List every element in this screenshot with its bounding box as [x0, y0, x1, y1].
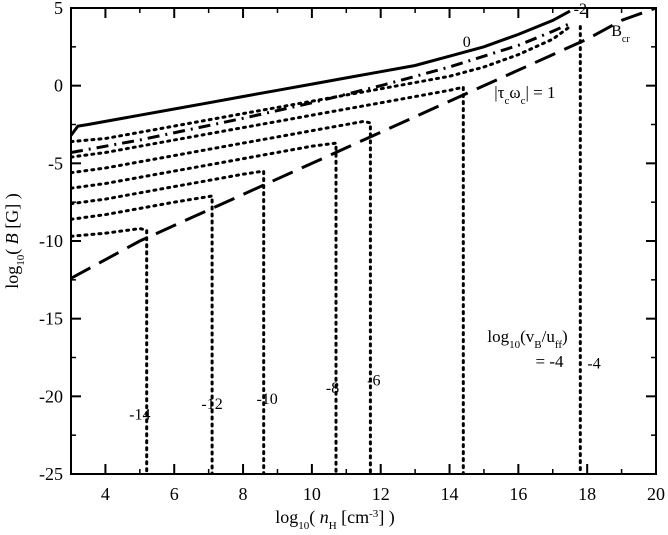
x-tick-label: 8 [239, 484, 248, 504]
y-tick-label: -10 [39, 231, 63, 251]
vb-label: log10(vB/uff) [487, 327, 567, 351]
curve-label: -12 [201, 396, 222, 413]
y-tick-label: -15 [39, 309, 63, 329]
series-layer [71, 8, 656, 474]
x-tick-label: 14 [441, 484, 459, 504]
y-tick-label: -20 [39, 386, 63, 406]
series-line-3 [71, 119, 372, 474]
series-line-5 [71, 169, 266, 474]
y-tick-label: -25 [39, 464, 63, 484]
x-tick-label: 10 [303, 484, 321, 504]
x-tick-label: 4 [101, 484, 110, 504]
x-tick-label: 6 [170, 484, 179, 504]
curve-label: -14 [129, 407, 150, 424]
curve-label: -8 [326, 380, 339, 397]
y-tick-label: 0 [54, 76, 63, 96]
series-line-1 [71, 25, 572, 144]
curve-label: -10 [256, 391, 277, 408]
x-tick-label: 18 [578, 484, 596, 504]
bcr-label: Bcr [611, 23, 630, 45]
curve-label: -4 [587, 355, 600, 372]
x-axis-title: log10( nH [cm-3] ) [275, 507, 395, 532]
series-line-6 [71, 194, 214, 474]
tick-layer: 4 6 8 10 12 14 16 18 20-25-20-15-10-505 [39, 0, 665, 504]
tau-label: |τcωc| = 1 [494, 83, 555, 107]
series-line-7 [71, 227, 149, 474]
x-tick-label: 12 [372, 484, 390, 504]
curve-label: -6 [367, 372, 380, 389]
series-line-9 [71, 22, 571, 154]
y-axis-title: log10( B [G] ) [2, 193, 27, 289]
x-tick-label: 16 [509, 484, 527, 504]
series-line-8 [71, 8, 656, 280]
label-layer: 0 -2 -14 -12 -10 -8 -6 -4 Bcr |τcωc| = 1 log10(vB/… [129, 1, 630, 423]
plot-area [70, 7, 657, 475]
vb-label-line2: = -4 [536, 352, 564, 371]
x-tick-label: 20 [647, 484, 665, 504]
curve-label: 0 [463, 34, 471, 51]
y-tick-label: -5 [48, 153, 63, 173]
series-line-4 [71, 141, 338, 474]
y-tick-label: 5 [54, 0, 63, 18]
series-line-2 [71, 85, 465, 474]
curve-label: -2 [574, 1, 587, 18]
series-line-0 [71, 9, 571, 137]
